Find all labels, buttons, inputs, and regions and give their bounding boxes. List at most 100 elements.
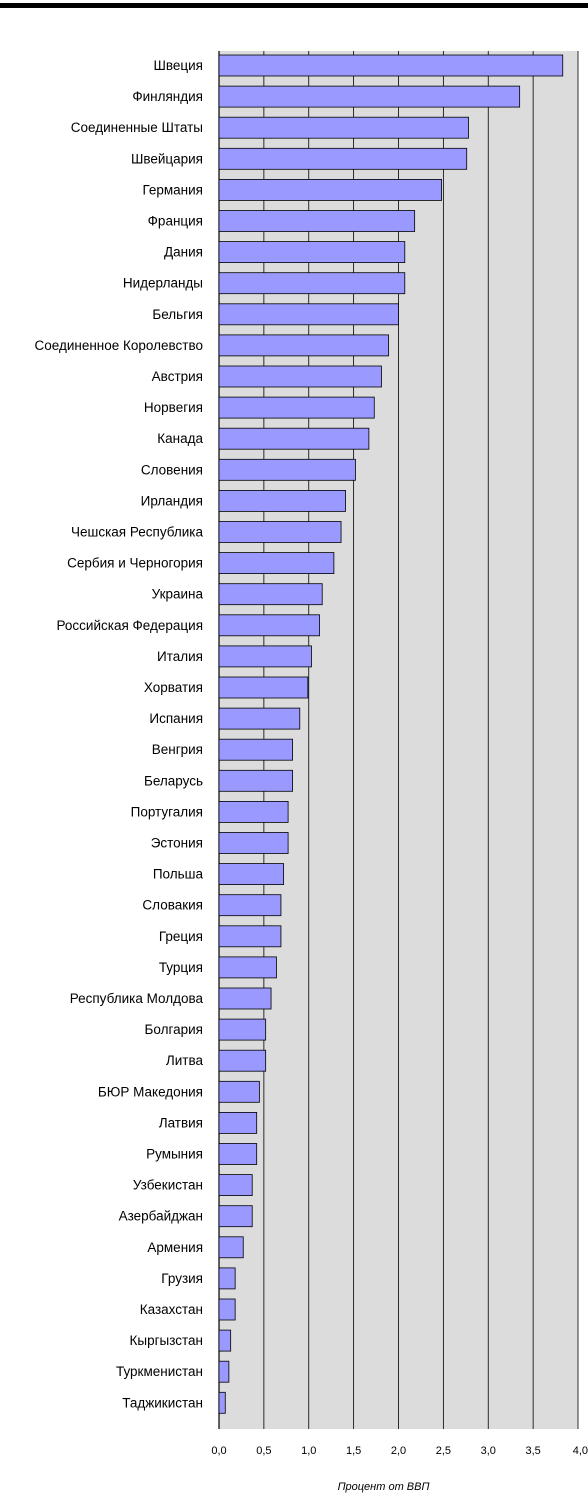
bar — [218, 863, 285, 885]
category-label: Словакия — [142, 898, 203, 913]
x-tick-label: 1,5 — [346, 1445, 361, 1457]
bar — [218, 1329, 232, 1352]
category-label: Сербия и Черногория — [67, 556, 203, 571]
bar — [218, 1205, 253, 1228]
bar — [218, 894, 282, 917]
category-label: Украина — [152, 587, 204, 602]
category-label: Беларусь — [144, 773, 203, 788]
x-tick-labels: 0,0 0,5 1,0 1,5 2,0 2,5 3,0 3,5 4,0 — [211, 1445, 588, 1457]
bar — [218, 272, 406, 295]
category-label: Таджикистан — [122, 1395, 203, 1410]
bar — [218, 147, 468, 170]
bar — [218, 1391, 226, 1414]
bar — [218, 85, 521, 108]
bar — [218, 583, 323, 606]
category-label: Канада — [157, 431, 203, 446]
bar — [218, 427, 370, 450]
category-label: Португалия — [131, 804, 203, 819]
bar — [218, 925, 282, 948]
top-rule — [0, 3, 588, 8]
category-label: Азербайджан — [119, 1209, 203, 1224]
category-label: Нидерланды — [123, 276, 203, 291]
category-label: Армения — [147, 1240, 203, 1255]
bar — [218, 614, 320, 637]
category-label: Соединенные Штаты — [71, 120, 203, 135]
category-label: Болгария — [145, 1022, 203, 1037]
category-label: Австрия — [152, 369, 203, 384]
category-label: Республика Молдова — [70, 991, 204, 1006]
category-label: БЮР Македония — [98, 1084, 203, 1099]
bar — [218, 116, 469, 139]
x-tick-label: 1,0 — [301, 1445, 316, 1457]
bar — [218, 396, 375, 419]
x-tick-label: 2,0 — [391, 1445, 406, 1457]
category-label: Швейцария — [131, 151, 203, 166]
x-tick-label: 4,0 — [573, 1445, 588, 1457]
category-label: Эстония — [151, 836, 203, 851]
bar — [218, 1049, 267, 1072]
category-label: Румыния — [146, 1147, 203, 1162]
category-label: Чешская Республика — [71, 525, 203, 540]
bar — [218, 1018, 267, 1041]
bar — [218, 334, 390, 357]
bar — [218, 521, 342, 543]
category-label: Литва — [166, 1053, 204, 1068]
bar — [218, 801, 289, 823]
bar — [218, 1143, 258, 1165]
bar — [218, 54, 564, 77]
category-label: Германия — [142, 182, 203, 197]
category-label: Испания — [149, 711, 203, 726]
x-tick-label: 3,0 — [481, 1445, 496, 1457]
x-tick-label: 2,5 — [436, 1445, 451, 1457]
category-label: Турция — [159, 960, 203, 975]
bar — [218, 552, 335, 574]
bar — [218, 832, 289, 854]
category-label: Казахстан — [140, 1302, 203, 1317]
bar — [218, 1360, 230, 1383]
bar — [218, 458, 356, 481]
x-axis-title: Процент от ВВП — [338, 1481, 430, 1493]
bar — [218, 769, 293, 792]
category-label: Грузия — [161, 1271, 203, 1286]
bar — [218, 676, 309, 699]
category-label: Греция — [159, 929, 203, 944]
category-label: Франция — [148, 214, 203, 229]
category-label: Латвия — [159, 1115, 203, 1130]
category-label: Швеция — [154, 58, 204, 73]
bar — [218, 738, 293, 761]
x-tick-label: 3,5 — [525, 1445, 540, 1457]
bars — [218, 54, 564, 1414]
category-label: Российская Федерация — [57, 618, 203, 633]
category-label: Ирландия — [141, 493, 203, 508]
bar — [218, 365, 382, 388]
category-label: Туркменистан — [116, 1364, 203, 1379]
x-tick-label: 0,5 — [256, 1445, 271, 1457]
bar — [218, 241, 406, 264]
category-label: Дания — [164, 245, 203, 260]
category-label: Финляндия — [132, 89, 203, 104]
bar — [218, 1298, 236, 1321]
category-label: Хорватия — [144, 680, 203, 695]
category-label: Норвегия — [144, 400, 203, 415]
bar — [218, 707, 301, 730]
category-label: Словения — [141, 462, 203, 477]
bar — [218, 210, 416, 232]
category-label: Бельгия — [152, 307, 203, 322]
category-label: Италия — [157, 649, 203, 664]
category-label: Узбекистан — [133, 1178, 203, 1193]
bar — [218, 956, 277, 979]
bar — [218, 1174, 253, 1196]
x-tick-label: 0,0 — [211, 1445, 226, 1457]
category-labels: Швеция Финляндия Соединенные Штаты Швейцари… — [35, 58, 204, 1410]
bar — [218, 1236, 244, 1259]
bar — [218, 303, 399, 326]
bar — [218, 489, 346, 512]
bar — [218, 178, 442, 201]
category-label: Польша — [153, 867, 204, 882]
bar — [218, 1267, 236, 1290]
bar — [218, 987, 272, 1010]
category-label: Кыргызстан — [130, 1333, 204, 1348]
bar — [218, 645, 312, 668]
category-label: Венгрия — [152, 742, 203, 757]
